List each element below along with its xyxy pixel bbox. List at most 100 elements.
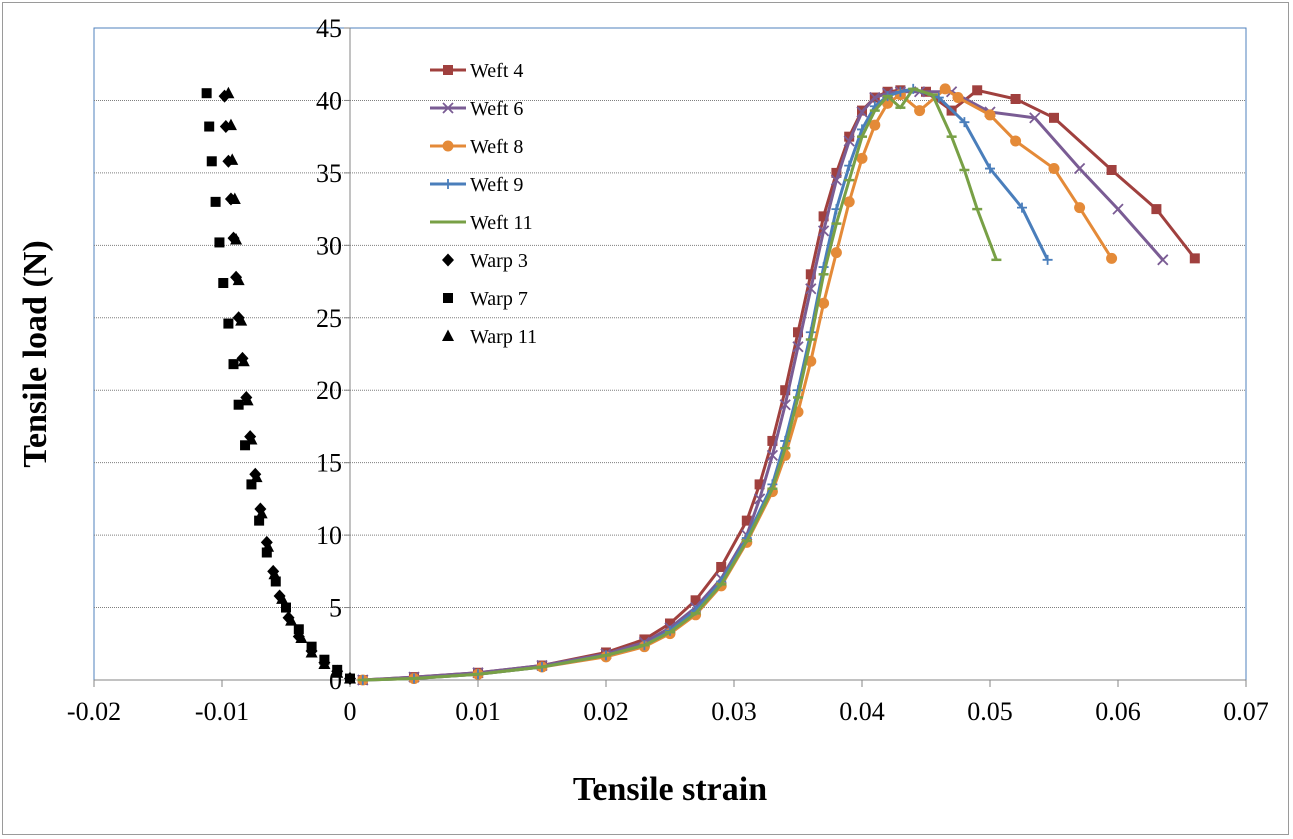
data-point — [985, 163, 995, 174]
data-point — [222, 86, 235, 99]
data-point — [844, 131, 855, 142]
data-point — [204, 121, 215, 132]
data-point — [250, 470, 263, 483]
data-point — [830, 174, 843, 186]
data-point — [233, 399, 244, 410]
data-point — [246, 479, 257, 490]
legend-label: Weft 11 — [470, 212, 533, 234]
data-point — [210, 196, 221, 207]
y-tick-label: 30 — [316, 231, 342, 260]
data-point — [318, 657, 331, 670]
data-point — [237, 354, 250, 367]
data-point — [1157, 254, 1169, 266]
data-point — [218, 278, 229, 289]
data-point — [767, 435, 778, 446]
data-point — [843, 135, 855, 147]
data-point — [1074, 202, 1086, 214]
x-tick-label: 0.07 — [1223, 697, 1269, 726]
data-point — [1029, 112, 1041, 124]
y-tick-label: 40 — [316, 86, 342, 115]
data-point — [792, 341, 804, 353]
data-point — [442, 140, 454, 152]
data-point — [230, 233, 243, 245]
x-tick-label: 0.05 — [967, 697, 1013, 726]
x-tick-label: 0.06 — [1095, 697, 1141, 726]
y-tick-label: 0 — [329, 666, 342, 695]
data-point — [201, 88, 212, 99]
data-point — [939, 83, 951, 95]
data-point — [232, 273, 245, 286]
series-warp-11 — [222, 86, 356, 684]
data-point — [1106, 164, 1117, 175]
legend-item: Weft 9 — [430, 174, 523, 196]
data-point — [754, 479, 765, 490]
data-point — [442, 253, 454, 267]
data-point — [1112, 203, 1124, 215]
legend-label: Weft 6 — [470, 98, 523, 120]
x-tick-label: -0.01 — [195, 697, 249, 726]
data-point — [270, 576, 281, 587]
data-point — [818, 211, 829, 222]
y-tick-label: 25 — [316, 304, 342, 333]
data-point — [344, 672, 356, 684]
legend-item: Warp 11 — [442, 326, 537, 348]
x-tick-label: 0.01 — [455, 697, 501, 726]
y-tick-label: 5 — [329, 594, 342, 623]
data-point — [245, 432, 258, 445]
axes — [93, 27, 1247, 687]
y-axis-title: Tensile load (N) — [17, 240, 54, 467]
legend-label: Weft 8 — [470, 136, 523, 158]
data-point — [305, 645, 318, 658]
data-point — [443, 179, 453, 189]
plot-area — [93, 27, 1247, 681]
x-tick-label: 0.04 — [839, 697, 885, 726]
data-point — [639, 634, 650, 645]
x-tick-label: 0.03 — [711, 697, 757, 726]
data-point — [228, 359, 239, 370]
y-tick-label: 10 — [316, 521, 342, 550]
data-point — [914, 105, 926, 117]
legend-label: Warp 3 — [470, 250, 528, 272]
data-point — [442, 102, 454, 114]
data-point — [805, 269, 816, 280]
x-axis-title: Tensile strain — [573, 771, 767, 808]
data-point — [959, 117, 970, 128]
data-point — [817, 225, 830, 237]
data-point — [780, 385, 791, 396]
data-point — [856, 106, 868, 118]
legend-item: Warp 7 — [443, 288, 528, 310]
data-point — [214, 237, 225, 248]
y-tick-label: 45 — [316, 14, 342, 43]
data-point — [241, 393, 254, 406]
legend-item: Weft 6 — [430, 98, 523, 120]
data-point — [1189, 253, 1200, 264]
data-point — [972, 85, 983, 96]
data-point — [240, 440, 251, 451]
data-point — [261, 547, 272, 558]
tick-labels: 0 5 10 15 20 25 30 35 40 45 -0.02 -0.01 0 0.01 0.02 0.0… — [67, 14, 1269, 726]
data-point — [1010, 93, 1021, 104]
data-point — [716, 561, 727, 572]
data-point — [805, 283, 817, 295]
data-point — [331, 666, 344, 678]
data-point — [665, 618, 675, 629]
data-point — [952, 92, 964, 104]
data-point — [1042, 254, 1053, 265]
data-point — [262, 540, 275, 552]
y-tick-label: 15 — [316, 449, 342, 478]
series-line — [362, 88, 1196, 682]
data-point — [895, 86, 906, 97]
legend-item: Weft 8 — [430, 136, 523, 158]
y-tick-label: 20 — [316, 376, 342, 405]
data-point — [226, 153, 239, 165]
data-point — [228, 192, 241, 204]
legend-item: Warp 3 — [442, 250, 528, 272]
data-point — [1106, 252, 1118, 264]
series-group — [201, 83, 1200, 686]
data-point — [831, 167, 842, 178]
data-point — [843, 196, 855, 208]
x-tick-label: 0.02 — [583, 697, 629, 726]
data-point — [255, 506, 268, 519]
data-point — [869, 119, 881, 131]
